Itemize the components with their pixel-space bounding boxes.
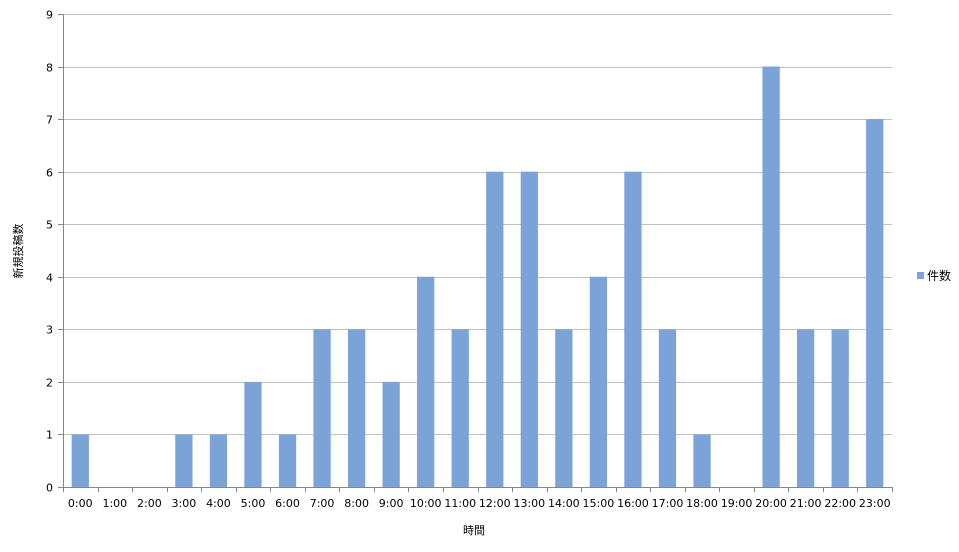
y-tick-label: 9 (46, 9, 53, 22)
x-tick-label: 19:00 (721, 497, 753, 510)
bar (382, 381, 400, 487)
x-tick-label: 0:00 (68, 497, 93, 510)
x-tick-label: 9:00 (379, 497, 404, 510)
bar (486, 171, 504, 488)
y-tick-label: 0 (46, 482, 53, 495)
x-tick-label: 12:00 (479, 497, 511, 510)
x-tick-label: 4:00 (206, 497, 231, 510)
bar (589, 276, 608, 487)
x-axis-title: 時間 (463, 524, 485, 537)
x-tick-label: 6:00 (275, 497, 300, 510)
y-tick-label: 3 (46, 324, 53, 337)
bars (71, 66, 884, 488)
bar (693, 434, 711, 487)
x-tick-label: 5:00 (241, 497, 266, 510)
x-tick-label: 21:00 (790, 497, 822, 510)
x-tick-label: 1:00 (102, 497, 127, 510)
legend-label: 件数 (927, 268, 951, 283)
x-tick-label: 10:00 (410, 497, 442, 510)
x-tick-label: 18:00 (686, 497, 718, 510)
gridlines (63, 14, 892, 435)
x-tick-label: 23:00 (859, 497, 891, 510)
y-tick-label: 4 (46, 272, 53, 285)
bar (347, 329, 366, 487)
x-tick-label: 20:00 (755, 497, 787, 510)
x-tick-label: 14:00 (548, 497, 580, 510)
bar (175, 434, 193, 487)
bar (417, 276, 435, 487)
x-tick-label: 15:00 (583, 497, 615, 510)
bar (555, 329, 573, 487)
bar (624, 171, 642, 488)
y-tick-labels: 0 1 2 3 4 5 6 7 8 9 (46, 9, 53, 495)
bar (71, 434, 89, 487)
x-tick-label: 13:00 (513, 497, 545, 510)
bar (520, 171, 538, 488)
x-tick-labels: 0:00 1:00 2:00 3:00 4:00 5:00 6:00 7:00 8:00 9:00… (68, 497, 891, 510)
y-tick-label: 8 (46, 62, 53, 75)
x-tick-label: 7:00 (310, 497, 335, 510)
bar (209, 434, 228, 487)
x-tick-label: 3:00 (172, 497, 197, 510)
y-tick-label: 6 (46, 167, 53, 180)
y-tick-label: 2 (46, 377, 53, 390)
x-tick-label: 2:00 (137, 497, 162, 510)
x-tick-label: 22:00 (824, 497, 856, 510)
bar (866, 119, 884, 488)
bar (658, 329, 677, 487)
y-tick-label: 7 (46, 114, 53, 127)
x-tick-label: 16:00 (617, 497, 649, 510)
x-tick-label: 8:00 (344, 497, 369, 510)
bar (762, 66, 780, 487)
bar (797, 329, 815, 487)
bar (244, 381, 262, 487)
x-tick-label: 11:00 (444, 497, 476, 510)
bar (313, 329, 331, 487)
bar (831, 329, 849, 487)
y-axis-title: 新規投稿数 (11, 224, 25, 279)
legend-swatch (917, 272, 924, 279)
x-tick-label: 17:00 (652, 497, 684, 510)
legend: 件数 (917, 268, 951, 283)
y-tick-label: 5 (46, 219, 53, 232)
bar (451, 329, 469, 487)
y-tick-label: 1 (46, 429, 53, 442)
bar (278, 434, 297, 487)
axes (58, 14, 893, 492)
